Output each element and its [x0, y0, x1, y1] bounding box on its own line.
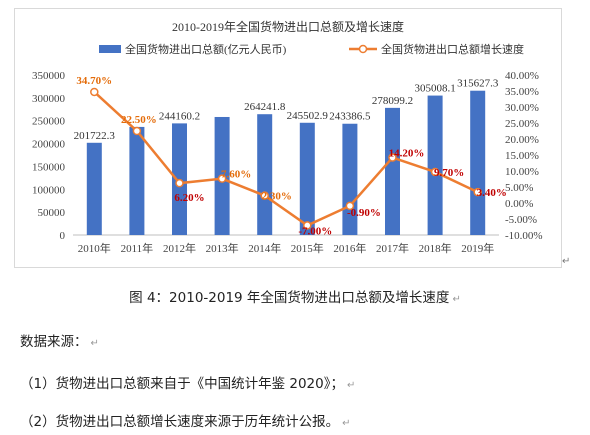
x-tick-label: 2019年 [461, 241, 494, 255]
y-left-tick-label: 200000 [32, 139, 66, 151]
growth-value-label: -7.00% [298, 225, 332, 237]
chart-para-mark: ↵ [562, 256, 571, 267]
x-tick-label: 2017年 [376, 241, 409, 255]
growth-line [93, 91, 479, 227]
growth-point [260, 191, 269, 200]
bar [86, 142, 102, 235]
growth-point [90, 87, 99, 97]
growth-value-label: 34.70% [76, 75, 112, 87]
growth-point [473, 187, 482, 197]
bar-value-label: 244160.2 [159, 110, 200, 122]
source-heading: 数据来源： ↵ [20, 330, 99, 350]
bar [470, 90, 486, 236]
growth-point [175, 178, 184, 188]
bar-value-label: 243386.5 [329, 111, 371, 123]
source-heading-para-mark: ↵ [90, 338, 99, 349]
legend-bar-label: 全国货物进出口总额(亿元人民币) [125, 42, 287, 56]
growth-point [132, 126, 142, 136]
x-tick-label: 2010年 [78, 241, 111, 255]
y-left-tick-label: 150000 [32, 161, 66, 173]
y-right-tick-label: 0.00% [505, 198, 533, 210]
bar-value-label: 264241.8 [244, 101, 286, 113]
caption-para-mark: ↵ [452, 294, 461, 305]
x-tick-label: 2016年 [333, 241, 366, 255]
y-left-tick-label: 50000 [38, 207, 66, 219]
growth-point [388, 153, 397, 162]
growth-value-label: 6.20% [174, 192, 204, 204]
growth-point [430, 167, 440, 177]
legend-line-marker [358, 44, 368, 54]
bar [385, 107, 400, 235]
growth-value-label: 7.60% [221, 169, 251, 181]
y-left-tick-label: 250000 [32, 116, 66, 128]
y-right-tick-label: 15.00% [505, 150, 539, 162]
source-heading-text: 数据来源： [20, 334, 88, 350]
bar [129, 126, 145, 235]
source-item-1-para-mark: ↵ [347, 380, 356, 391]
bar [257, 114, 273, 235]
bar [299, 122, 315, 235]
bar-value-label: 245502.9 [287, 110, 329, 122]
legend-bar-swatch [99, 45, 121, 53]
source-item-2-para-mark: ↵ [342, 418, 351, 429]
growth-point [303, 221, 312, 230]
growth-value-label: 9.70% [434, 167, 464, 179]
growth-value-label: -0.90% [347, 207, 381, 219]
x-tick-label: 2015年 [291, 241, 324, 255]
y-right-tick-label: -5.00% [505, 214, 537, 226]
growth-value-label: 2.30% [262, 191, 292, 203]
growth-value-label: 14.20% [389, 148, 425, 160]
growth-point [217, 174, 227, 183]
y-left-tick-label: 350000 [32, 70, 66, 82]
chart-title: 2010-2019年全国货物进出口总额及增长速度 [172, 19, 404, 34]
y-right-tick-label: 5.00% [505, 182, 533, 194]
y-left-tick-label: 100000 [32, 184, 66, 196]
x-tick-label: 2014年 [248, 241, 281, 255]
legend-line-label: 全国货物进出口总额增长速度 [381, 42, 524, 56]
y-right-tick-label: 20.00% [505, 134, 539, 146]
x-tick-label: 2011年 [121, 241, 154, 255]
chart-svg: 2010-2019年全国货物进出口总额及增长速度全国货物进出口总额(亿元人民币)… [32, 19, 543, 255]
chart: 2010-2019年全国货物进出口总额及增长速度全国货物进出口总额(亿元人民币)… [14, 8, 562, 268]
x-tick-label: 2012年 [163, 241, 196, 255]
growth-value-label: 3.40% [477, 187, 507, 199]
y-right-tick-label: 25.00% [505, 118, 539, 130]
y-left-tick-label: 300000 [32, 93, 66, 105]
growth-value-label: 22.50% [121, 114, 157, 126]
bar-value-label: 201722.3 [74, 130, 116, 142]
bar [427, 95, 443, 236]
source-item-1: （1）货物进出口总额来自于《中国统计年鉴 2020》； ↵ [20, 372, 355, 392]
y-right-tick-label: 30.00% [505, 102, 539, 114]
x-tick-label: 2018年 [419, 241, 452, 255]
bar-value-label: 315627.3 [457, 78, 499, 90]
y-right-tick-label: 10.00% [505, 166, 539, 178]
y-left-tick-label: 0 [60, 230, 66, 242]
source-item-1-text: （1）货物进出口总额来自于《中国统计年鉴 2020》； [20, 376, 344, 392]
figure-caption: 图 4：2010-2019 年全国货物进出口总额及增长速度 ↵ [0, 286, 590, 306]
growth-point [345, 201, 355, 211]
x-tick-label: 2013年 [206, 241, 239, 255]
y-right-tick-label: -10.00% [505, 230, 543, 242]
bar-value-label: 278099.2 [372, 95, 413, 107]
source-item-2: （2）货物进出口总额增长速度来源于历年统计公报。 ↵ [20, 410, 350, 430]
source-item-2-text: （2）货物进出口总额增长速度来源于历年统计公报。 [20, 414, 340, 430]
bar-value-label: 305008.1 [414, 83, 455, 95]
y-right-tick-label: 40.00% [505, 70, 539, 82]
y-right-tick-label: 35.00% [505, 86, 539, 98]
caption-text: 图 4：2010-2019 年全国货物进出口总额及增长速度 [129, 290, 450, 306]
